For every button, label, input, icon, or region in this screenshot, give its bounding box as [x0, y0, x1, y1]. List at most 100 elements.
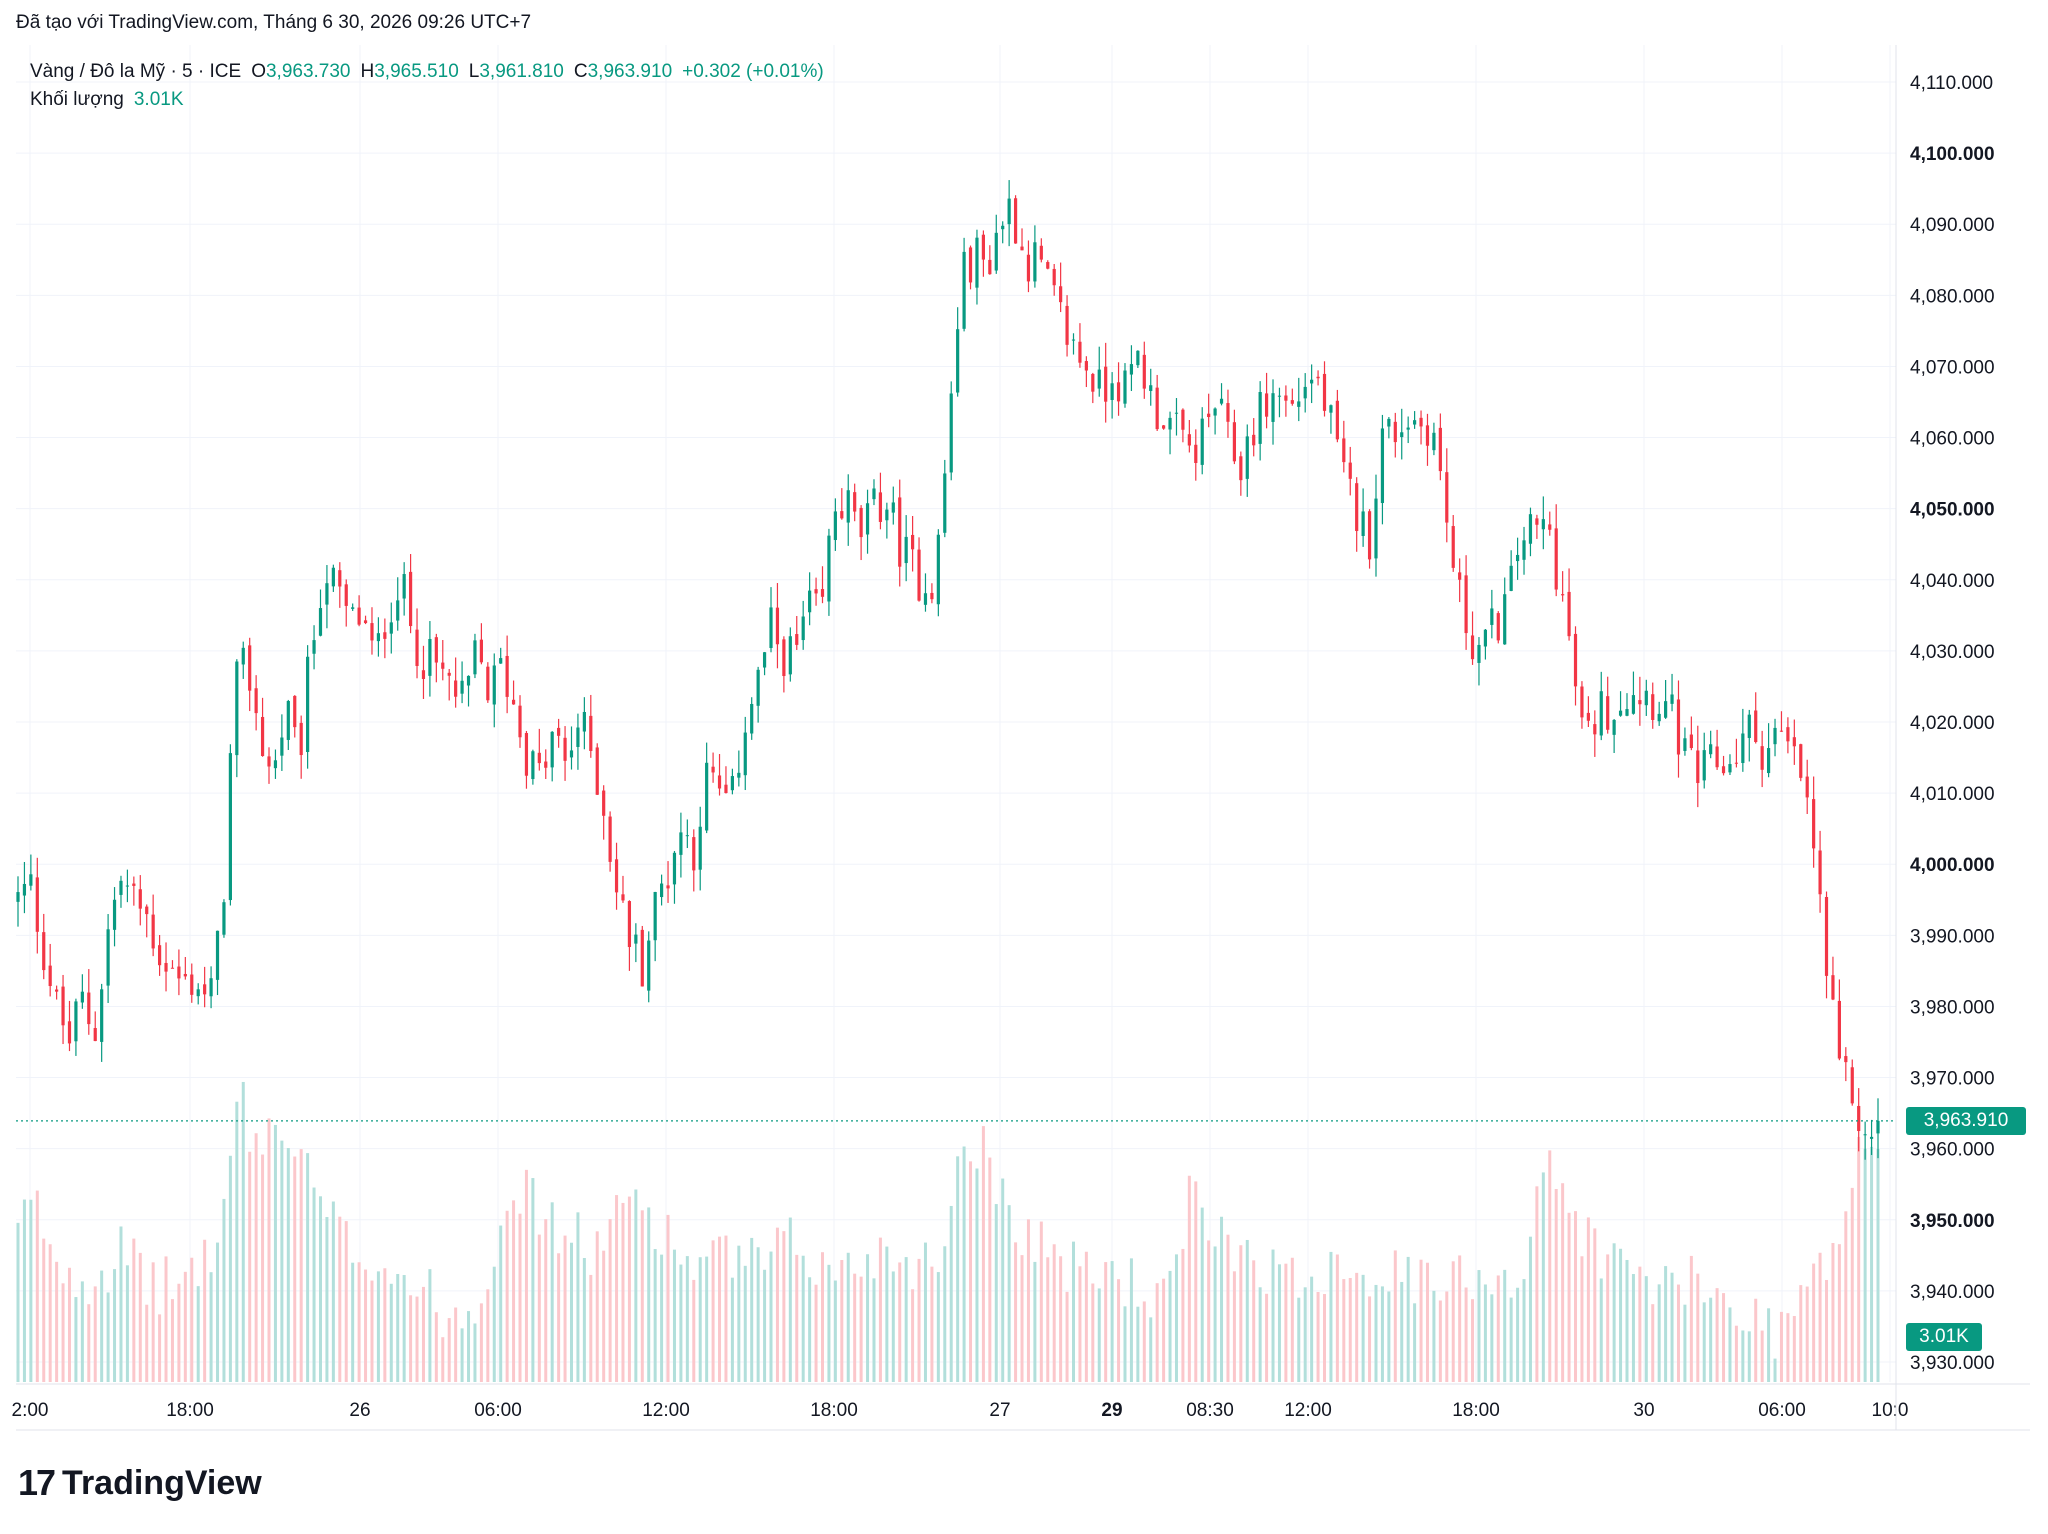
- volume-bar: [859, 1276, 863, 1382]
- candle-body: [1264, 393, 1269, 417]
- volume-bar: [1084, 1251, 1088, 1382]
- candle-body: [1355, 483, 1359, 532]
- candle-body: [1760, 746, 1764, 770]
- volume-bar: [48, 1244, 52, 1382]
- candle-body: [1535, 518, 1539, 525]
- candle-body: [280, 737, 284, 756]
- volume-bar: [969, 1161, 973, 1382]
- candle-body: [659, 883, 664, 898]
- candle-body: [949, 393, 953, 473]
- candle-body: [473, 640, 477, 675]
- volume-bar: [1207, 1240, 1211, 1382]
- candle-body: [138, 889, 142, 909]
- symbol-title[interactable]: Vàng / Đô la Mỹ · 5 · ICE: [30, 61, 242, 82]
- candle-body: [550, 731, 554, 768]
- volume-bar: [1162, 1278, 1166, 1382]
- candle-body: [1709, 744, 1713, 755]
- volume-bar: [1805, 1286, 1809, 1382]
- volume-bar: [1438, 1300, 1442, 1382]
- volume-bar: [1799, 1285, 1803, 1382]
- candle-body: [1522, 540, 1526, 560]
- candle-body: [215, 930, 220, 980]
- tradingview-logo[interactable]: 17 TradingView: [18, 1462, 262, 1504]
- candle-body: [524, 733, 529, 776]
- volume-bar: [833, 1280, 837, 1382]
- candle-body: [1715, 746, 1719, 768]
- candle-body: [1097, 369, 1101, 389]
- volume-bar: [1792, 1316, 1796, 1382]
- volume-bar: [1619, 1248, 1623, 1382]
- volume-bar: [1844, 1211, 1848, 1382]
- volume-bar: [1593, 1228, 1597, 1382]
- volume-bar: [1014, 1242, 1018, 1382]
- x-tick-label: 18:00: [1452, 1400, 1500, 1421]
- candle-body: [55, 989, 59, 992]
- candle-body: [1857, 1105, 1861, 1132]
- candle-body: [1670, 694, 1674, 704]
- candle-body: [898, 497, 902, 567]
- volume-bar: [1689, 1255, 1693, 1382]
- volume-bar: [1870, 1146, 1874, 1382]
- volume-bar: [35, 1190, 39, 1382]
- candle-body: [878, 492, 883, 522]
- volume-bar: [261, 1154, 265, 1382]
- candle-body: [1284, 395, 1288, 401]
- candle-body: [363, 620, 368, 624]
- candle-body: [569, 750, 574, 758]
- candle-body: [1380, 428, 1385, 504]
- y-tick-label: 4,060.000: [1910, 429, 1995, 450]
- y-tick-label: 3,930.000: [1910, 1353, 1995, 1374]
- volume-bar: [1323, 1294, 1327, 1382]
- candle-body: [994, 232, 998, 271]
- candle-body: [35, 877, 39, 932]
- candle-body: [1078, 341, 1082, 363]
- candle-body: [1200, 418, 1204, 465]
- candle-body: [865, 503, 870, 535]
- high-label: H: [360, 61, 375, 82]
- last-price-tag: 3,963.910: [1906, 1107, 2026, 1135]
- candle-body: [563, 737, 567, 761]
- volume-bar: [1445, 1291, 1449, 1382]
- volume-bar: [1831, 1242, 1835, 1382]
- volume-bar: [325, 1217, 329, 1382]
- candle-body: [1850, 1067, 1854, 1104]
- y-tick-label: 4,110.000: [1910, 73, 1993, 94]
- x-tick-label: 06:00: [474, 1400, 522, 1421]
- candle-body: [196, 989, 200, 997]
- volume-bar: [1129, 1258, 1133, 1382]
- candle-body: [711, 766, 715, 773]
- y-tick-label: 3,960.000: [1910, 1140, 1995, 1161]
- volume-bar: [1760, 1330, 1764, 1382]
- volume-bar: [1754, 1298, 1758, 1382]
- volume-bar: [589, 1274, 593, 1382]
- volume-bar: [351, 1262, 355, 1382]
- candle-body: [1754, 710, 1758, 743]
- axes: 4,110.000 4,100.000 4,090.000 4,080.000 4,07…: [12, 45, 2030, 1431]
- volume-label[interactable]: Khối lượng: [30, 89, 124, 110]
- candle-body: [808, 590, 812, 613]
- volume-bar: [1496, 1275, 1500, 1382]
- volume-bar: [1136, 1306, 1140, 1382]
- volume-bar: [505, 1210, 509, 1382]
- candle-body: [1316, 376, 1320, 379]
- volume-bar: [364, 1269, 368, 1382]
- candle-body: [1084, 361, 1088, 371]
- x-tick-label: 12:00: [642, 1400, 690, 1421]
- volume-bar: [775, 1227, 779, 1382]
- volume-bar: [421, 1286, 425, 1382]
- volume-bar: [911, 1289, 915, 1382]
- volume-bar: [441, 1337, 445, 1382]
- candle-body: [640, 929, 644, 987]
- candle-body: [1123, 370, 1127, 404]
- candle-body: [1181, 409, 1185, 430]
- y-tick-label: 4,000.000: [1910, 855, 1995, 876]
- volume-bar: [1380, 1286, 1384, 1382]
- candle-body: [930, 592, 934, 600]
- volume-bar: [608, 1219, 612, 1382]
- y-tick-label: 3,970.000: [1910, 1069, 1995, 1090]
- candle-body: [132, 883, 136, 886]
- candle-body: [518, 705, 522, 738]
- volume-bar: [1393, 1250, 1397, 1382]
